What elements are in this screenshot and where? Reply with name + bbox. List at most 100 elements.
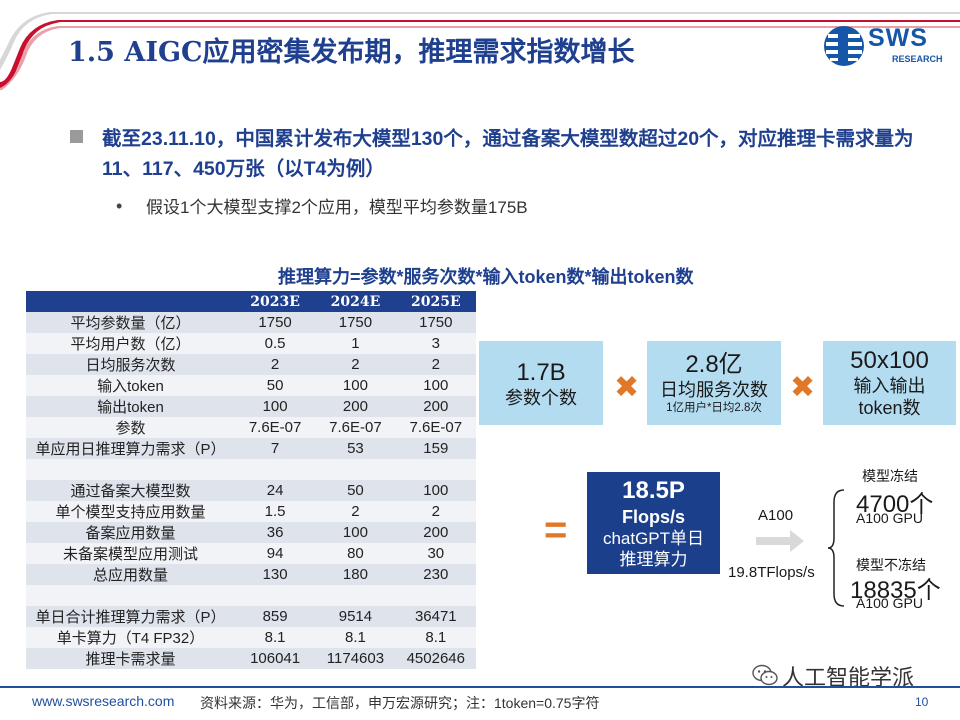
table-header-cell (26, 291, 235, 312)
table-row-label: 输出token (26, 396, 235, 417)
table-row-label: 日均服务次数 (26, 354, 235, 375)
table-cell: 50 (315, 479, 396, 501)
table-cell: 8.1 (395, 626, 476, 648)
tokens-label-1: 输入输出 (853, 376, 926, 396)
table-row: 备案应用数量 36 100 200 (26, 521, 476, 543)
logo-text: SWS (868, 24, 928, 52)
page-number: 10 (915, 695, 929, 709)
table-row-label (26, 459, 235, 480)
table-row: 平均参数量（亿） 1750 1750 1750 (26, 312, 476, 333)
footer-source-note: 资料来源：华为，工信部，申万宏源研究；注：1token=0.75字符 (200, 695, 600, 711)
table-row-label: 总应用数量 (26, 563, 235, 585)
logo-subtext: RESEARCH (892, 54, 943, 64)
table-row: 输入token 50 100 100 (26, 375, 476, 396)
table-cell: 36471 (395, 605, 476, 627)
table-row (26, 459, 476, 480)
table-cell: 200 (395, 521, 476, 543)
table-cell (315, 459, 396, 480)
table-row: 通过备案大模型数 24 50 100 (26, 479, 476, 501)
title-bar (0, 0, 960, 90)
table-body: 平均参数量（亿） 1750 1750 1750 平均用户数（亿） 0.5 1 3 日均服务次数 2… (26, 312, 476, 669)
table-row: 日均服务次数 2 2 2 (26, 354, 476, 375)
main-bullet-text: 截至23.11.10，中国累计发布大模型130个，通过备案大模型数超过20个，对… (102, 128, 914, 180)
services-label: 日均服务次数 (660, 380, 768, 400)
services-box: 2.8亿 日均服务次数 1亿用户*日均2.8次 (647, 341, 781, 425)
table-row: 推理卡需求量 106041 1174603 4502646 (26, 647, 476, 669)
table-cell: 230 (395, 563, 476, 585)
table-cell: 180 (315, 563, 396, 585)
frozen-title: 模型冻结 (862, 468, 918, 484)
table-header-row: 2023E 2024E 2025E (26, 291, 476, 312)
table-cell: 1.5 (234, 500, 316, 522)
params-label: 参数个数 (505, 388, 577, 408)
table-header-cell: 2023E (234, 291, 316, 312)
table-header-cell: 2024E (315, 291, 396, 312)
table-cell (395, 459, 476, 480)
table-cell: 106041 (234, 647, 316, 669)
tokens-value: 50x100 (850, 347, 929, 374)
tokens-label-2: token数 (858, 398, 921, 418)
unfrozen-title: 模型不冻结 (856, 557, 926, 573)
table-cell: 100 (315, 375, 396, 396)
table-row: 参数 7.6E-07 7.6E-07 7.6E-07 (26, 417, 476, 438)
footer-divider (0, 686, 960, 688)
multiply-icon: ✖ (614, 371, 640, 404)
table-header-cell: 2025E (395, 291, 476, 312)
unfrozen-count: 18835个 (850, 577, 941, 604)
formula-title: 推理算力=参数*服务次数*输入token数*输出token数 (278, 267, 694, 287)
unfrozen-unit: A100 GPU (856, 595, 923, 611)
services-value: 2.8亿 (685, 351, 743, 378)
table-cell: 100 (395, 479, 476, 501)
table-cell: 50 (234, 375, 316, 396)
table-cell (395, 584, 476, 606)
result-unit: Flops/s (621, 507, 685, 527)
table-cell: 1750 (234, 312, 316, 333)
bullet-square-icon (70, 130, 83, 143)
table-row-label: 单个模型支持应用数量 (26, 500, 235, 522)
table-cell: 7 (234, 438, 316, 459)
table-cell: 2 (395, 354, 476, 375)
table-cell: 2 (395, 500, 476, 522)
table-row-label: 备案应用数量 (26, 521, 235, 543)
services-note: 1亿用户*日均2.8次 (666, 402, 762, 414)
table-row: 平均用户数（亿） 0.5 1 3 (26, 333, 476, 354)
table-cell: 100 (234, 396, 316, 417)
table-cell: 1750 (315, 312, 396, 333)
table-cell: 859 (234, 605, 316, 627)
sub-bullet-dot-icon: • (116, 196, 123, 216)
table-row: 单应用日推理算力需求（P） 7 53 159 (26, 438, 476, 459)
params-value: 1.7B (516, 359, 566, 386)
gpu-throughput-label: 19.8TFlops/s (728, 564, 815, 581)
result-box: 18.5P Flops/s chatGPT单日 推理算力 (587, 472, 720, 574)
table-cell: 0.5 (234, 333, 316, 354)
table-cell: 2 (315, 354, 396, 375)
table-row-label: 单卡算力（T4 FP32） (26, 626, 235, 648)
table-cell: 200 (395, 396, 476, 417)
table-row: 单日合计推理算力需求（P） 859 9514 36471 (26, 605, 476, 627)
table-row-label: 参数 (26, 417, 235, 438)
table-cell: 200 (315, 396, 396, 417)
footer-url-link[interactable]: www.swsresearch.com (32, 693, 175, 709)
table-row-label: 通过备案大模型数 (26, 479, 235, 501)
table-row: 总应用数量 130 180 230 (26, 563, 476, 585)
table-cell: 36 (234, 521, 316, 543)
table-cell: 100 (315, 521, 396, 543)
table-cell: 94 (234, 542, 316, 564)
table-cell: 1 (315, 333, 396, 354)
table-cell (234, 584, 316, 606)
table-cell (234, 459, 316, 480)
table-cell: 3 (395, 333, 476, 354)
table-row: 单卡算力（T4 FP32） 8.1 8.1 8.1 (26, 626, 476, 648)
table-row: 单个模型支持应用数量 1.5 2 2 (26, 500, 476, 522)
table-cell: 30 (395, 542, 476, 564)
sws-logo: SWS RESEARCH (822, 24, 943, 70)
table-cell: 130 (234, 563, 316, 585)
tokens-box: 50x100 输入输出 token数 (823, 341, 956, 425)
table-cell: 1750 (395, 312, 476, 333)
table-row-label: 输入token (26, 375, 235, 396)
page-title: 1.5 AIGC应用密集发布期，推理需求指数增长 (68, 37, 635, 68)
sub-bullet-text: 假设1个大模型支撑2个应用，模型平均参数量175B (146, 198, 528, 217)
table-row-label: 平均用户数（亿） (26, 333, 235, 354)
table-cell: 53 (315, 438, 396, 459)
table-row (26, 584, 476, 606)
